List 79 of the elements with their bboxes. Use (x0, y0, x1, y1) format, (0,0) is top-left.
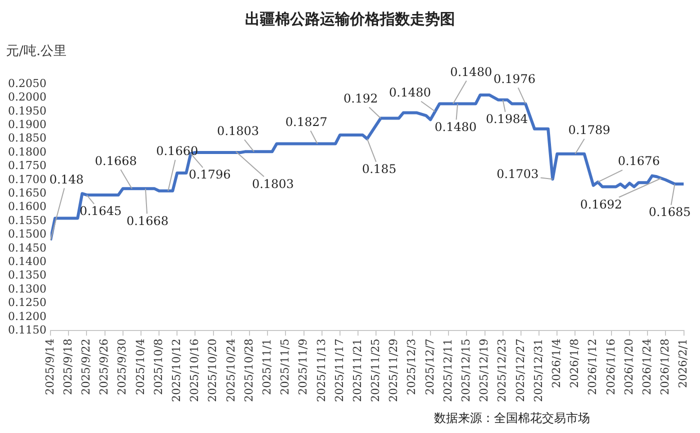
x-tick-label: 2025/10/20 (206, 338, 220, 402)
x-tick-label: 2026/1/28 (658, 338, 672, 396)
x-tick-label: 2025/12/19 (478, 338, 491, 402)
y-tick-label: 0.1400 (8, 254, 46, 268)
annotation: 0.1480 (389, 86, 431, 100)
x-tick-label: 2025/11/13 (314, 338, 328, 402)
x-tick-label: 2025/10/12 (170, 338, 184, 402)
y-tick-label: 0.1150 (8, 323, 46, 336)
chart-title: 出疆棉公路运输价格指数走势图 (244, 10, 456, 29)
x-tick-label: 2025/11/29 (387, 338, 400, 402)
annotation: 0.1685 (648, 205, 691, 220)
x-tick-label: 2025/10/28 (242, 338, 256, 402)
x-tick-label: 2025/10/24 (224, 338, 238, 402)
x-tick-label: 2026/2/1 (676, 338, 690, 388)
y-tick-label: 0.1550 (8, 214, 46, 227)
annotation: 0.1676 (618, 154, 660, 168)
y-tick-label: 0.1250 (8, 296, 46, 310)
y-tick-label: 0.1700 (8, 172, 46, 186)
source-note: 数据来源：全国棉花交易市场 (434, 410, 590, 427)
x-tick-label: 2025/10/4 (134, 338, 147, 396)
x-tick-label: 2025/12/7 (423, 338, 436, 396)
annotation: 0.1803 (217, 124, 260, 138)
y-tick-label: 0.1800 (8, 145, 46, 158)
x-tick-label: 2025/11/21 (350, 338, 364, 402)
annotation: 0.1668 (126, 214, 168, 228)
x-tick-label: 2026/1/24 (640, 338, 654, 396)
x-tick-label: 2025/9/30 (116, 338, 129, 396)
x-tick-label: 2025/9/22 (80, 338, 93, 396)
x-tick-label: 2025/12/27 (514, 338, 527, 402)
x-tick-label: 2025/12/15 (460, 338, 473, 402)
x-tick-label: 2025/12/3 (405, 338, 418, 396)
x-tick-label: 2025/12/31 (532, 338, 545, 402)
y-tick-label: 0.1650 (8, 186, 46, 200)
y-tick-label: 0.1200 (8, 310, 46, 323)
annotation: 0.1668 (94, 154, 137, 168)
annotation: 0.192 (344, 91, 378, 106)
x-tick-label: 2025/10/8 (152, 338, 165, 396)
annotation: 0.1796 (188, 168, 231, 182)
x-tick-label: 2026/1/16 (604, 338, 618, 396)
annotation: 0.1789 (568, 122, 610, 137)
annotation: 0.1803 (252, 176, 294, 191)
annotation: 0.1692 (580, 197, 622, 212)
annotation: 0.185 (362, 162, 396, 176)
y-tick-label: 0.1450 (8, 241, 46, 254)
x-tick-label: 2025/9/14 (43, 338, 56, 396)
y-tick-label: 0.1350 (8, 268, 46, 282)
annotation: 0.1480 (434, 120, 477, 134)
annotation: 0.1645 (80, 204, 122, 218)
annotation: 0.1660 (156, 144, 198, 158)
x-tick-label: 2025/11/25 (369, 338, 382, 402)
y-tick-label: 0.1300 (8, 282, 46, 296)
annotation: 0.1984 (486, 112, 528, 126)
x-tick-label: 2025/11/5 (278, 338, 292, 396)
y-tick-label: 0.1750 (8, 159, 46, 172)
y-tick-label: 0.1600 (8, 200, 46, 214)
annotation: 0.1976 (493, 72, 536, 86)
y-tick-label: 0.1950 (8, 104, 46, 118)
x-tick-label: 2025/10/16 (188, 338, 202, 402)
y-tick-label: 0.1850 (8, 132, 46, 145)
y-tick-label: 0.2050 (8, 76, 46, 90)
y-tick-label: 0.2000 (8, 90, 46, 104)
x-tick-label: 2026/1/20 (622, 338, 636, 396)
x-tick-label: 2025/11/9 (296, 338, 310, 396)
x-tick-label: 2026/1/8 (568, 338, 582, 388)
x-tick-label: 2025/9/26 (98, 338, 111, 396)
x-tick-label: 2025/9/18 (61, 338, 74, 396)
x-tick-label: 2025/12/23 (496, 338, 509, 402)
x-tick-label: 2025/11/17 (332, 338, 346, 402)
x-tick-label: 2026/1/12 (586, 338, 600, 396)
annotation: 0.1480 (450, 64, 492, 79)
x-tick-label: 2026/1/4 (550, 338, 563, 388)
x-tick-label: 2025/11/1 (260, 338, 274, 396)
x-tick-label: 2025/12/11 (441, 338, 454, 402)
annotation: 0.1703 (496, 167, 539, 182)
y-axis-title: 元/吨.公里 (6, 43, 67, 60)
y-tick-label: 0.1900 (8, 118, 46, 131)
annotation: 0.148 (49, 172, 84, 186)
y-tick-label: 0.1500 (8, 228, 46, 241)
annotation: 0.1827 (285, 114, 328, 129)
